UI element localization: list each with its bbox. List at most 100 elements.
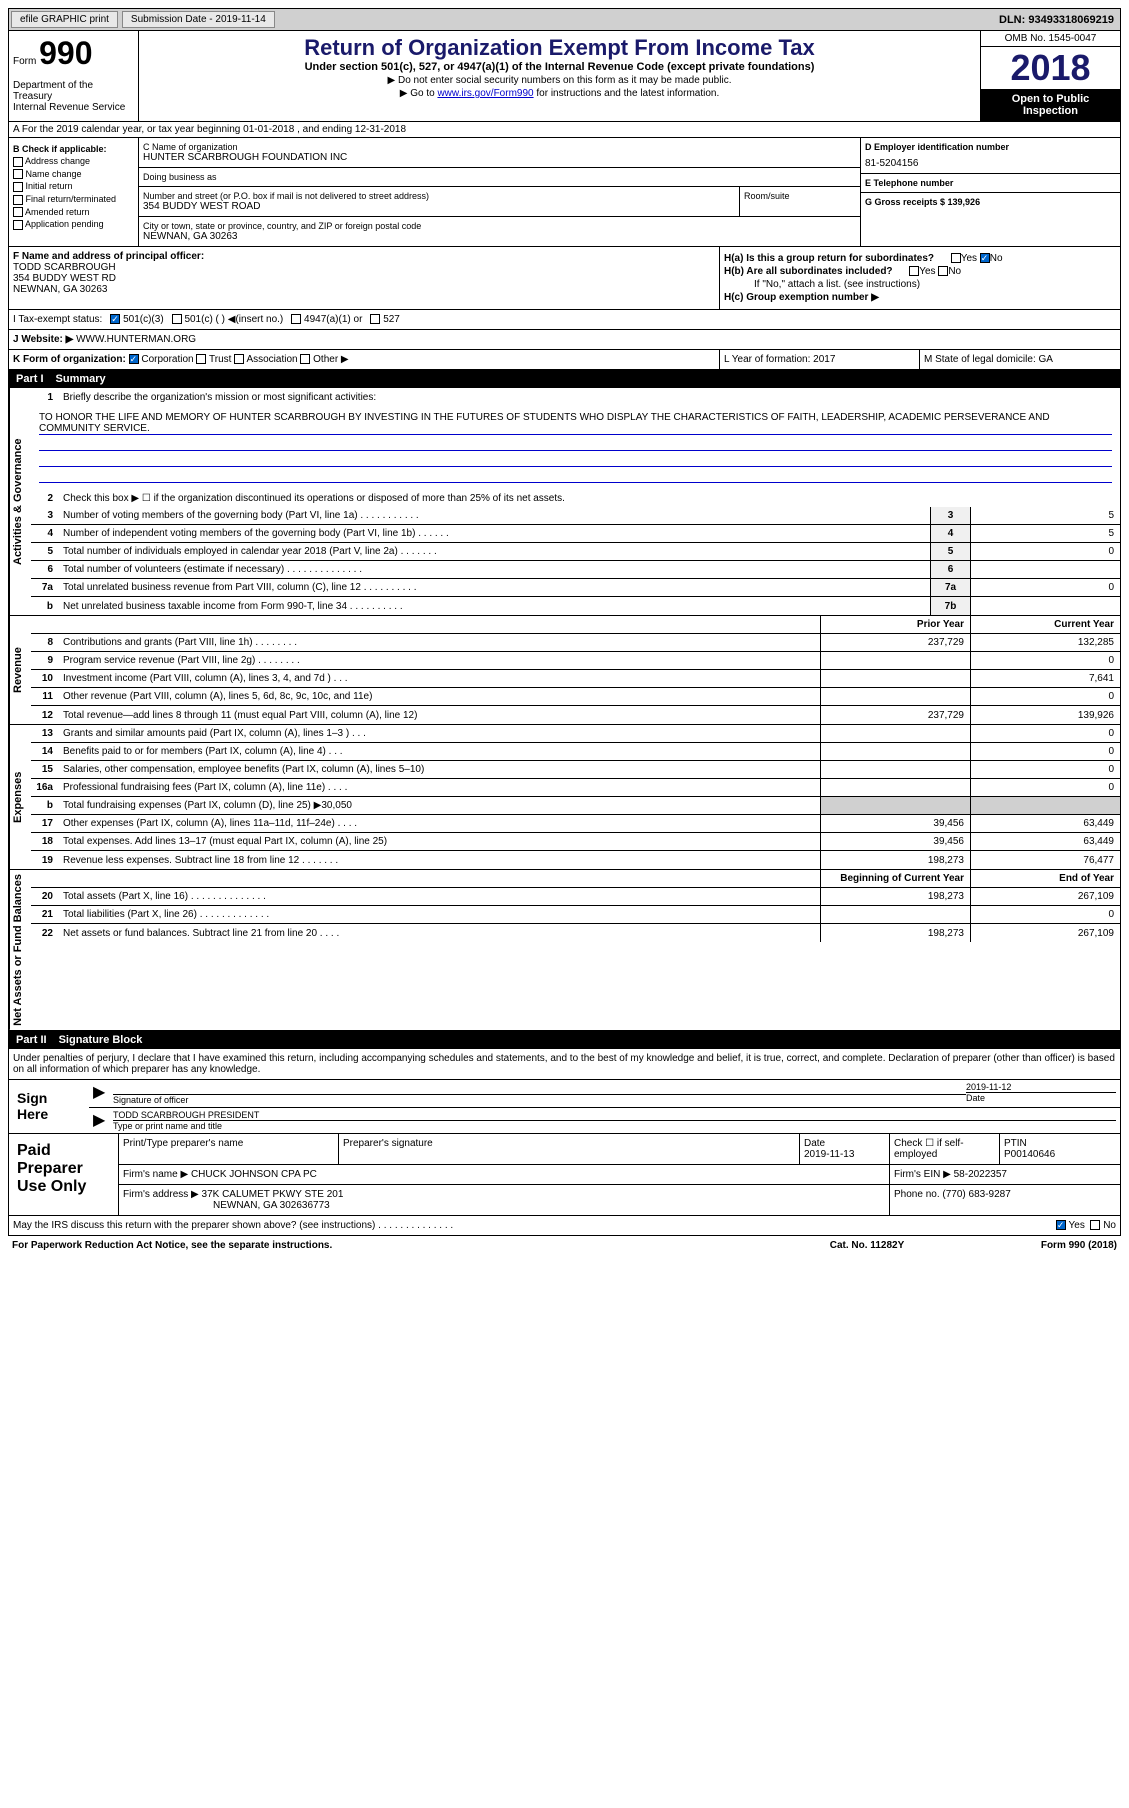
chk-pending[interactable]: Application pending (13, 219, 134, 230)
summary-line: bNet unrelated business taxable income f… (31, 597, 1120, 615)
org-name: HUNTER SCARBROUGH FOUNDATION INC (143, 152, 856, 163)
declaration-text: Under penalties of perjury, I declare th… (9, 1049, 1120, 1079)
summary-group: RevenuePrior YearCurrent Year8Contributi… (8, 616, 1121, 725)
summary-line: 18Total expenses. Add lines 13–17 (must … (31, 833, 1120, 851)
summary-line: 17Other expenses (Part IX, column (A), l… (31, 815, 1120, 833)
ein-label: D Employer identification number (865, 142, 1116, 152)
mission-text: TO HONOR THE LIFE AND MEMORY OF HUNTER S… (31, 406, 1120, 489)
hb-subordinates: H(b) Are all subordinates included? Yes … (724, 266, 1116, 277)
col-b-checkboxes: B Check if applicable: Address change Na… (9, 138, 139, 246)
cat-no: Cat. No. 11282Y (767, 1240, 967, 1251)
summary-line: 15Salaries, other compensation, employee… (31, 761, 1120, 779)
submission-btn: Submission Date - 2019-11-14 (122, 11, 275, 28)
chk-discuss-no[interactable]: No (1090, 1220, 1116, 1231)
summary-line: 20Total assets (Part X, line 16) . . . .… (31, 888, 1120, 906)
chk-4947[interactable]: 4947(a)(1) or (291, 314, 362, 325)
form-number: 990 (39, 35, 92, 71)
summary-line: 6Total number of volunteers (estimate if… (31, 561, 1120, 579)
firm-name: CHUCK JOHNSON CPA PC (191, 1169, 317, 1180)
prep-date: 2019-11-13 (804, 1149, 854, 1160)
summary-group: Activities & Governance1Briefly describe… (8, 388, 1121, 616)
sig-date: 2019-11-12 (966, 1082, 1116, 1092)
part1-header: Part I Summary (8, 370, 1121, 388)
arrow-icon: ▶ (93, 1110, 113, 1131)
summary-line: 10Investment income (Part VIII, column (… (31, 670, 1120, 688)
officer-addr1: 354 BUDDY WEST RD (13, 273, 715, 284)
website-url: WWW.HUNTERMAN.ORG (76, 334, 196, 345)
gross-receipts: G Gross receipts $ 139,926 (865, 197, 1116, 207)
chk-final[interactable]: Final return/terminated (13, 194, 134, 205)
main-title: Return of Organization Exempt From Incom… (143, 35, 976, 61)
summary-line: bTotal fundraising expenses (Part IX, co… (31, 797, 1120, 815)
summary-line: 11Other revenue (Part VIII, column (A), … (31, 688, 1120, 706)
chk-amended[interactable]: Amended return (13, 207, 134, 218)
summary-line: 3Number of voting members of the governi… (31, 507, 1120, 525)
officer-printed-name: TODD SCARBROUGH PRESIDENT (113, 1110, 1116, 1120)
open-public: Open to Public Inspection (981, 89, 1120, 121)
firm-addr: 37K CALUMET PKWY STE 201 (202, 1189, 344, 1200)
chk-addr-change[interactable]: Address change (13, 156, 134, 167)
officer-label: F Name and address of principal officer: (13, 251, 715, 262)
chk-501c3[interactable]: 501(c)(3) (110, 314, 163, 325)
efile-btn[interactable]: efile GRAPHIC print (11, 11, 118, 28)
prep-sig-label: Preparer's signature (339, 1134, 800, 1164)
note-ssn: ▶ Do not enter social security numbers o… (143, 75, 976, 86)
sign-here-label: Sign Here (9, 1080, 89, 1133)
summary-line: 19Revenue less expenses. Subtract line 1… (31, 851, 1120, 869)
org-name-label: C Name of organization (143, 142, 856, 152)
chk-trust[interactable]: Trust (196, 354, 231, 365)
summary-line: 8Contributions and grants (Part VIII, li… (31, 634, 1120, 652)
hb-note: If "No," attach a list. (see instruction… (724, 279, 1116, 290)
summary-line: 14Benefits paid to or for members (Part … (31, 743, 1120, 761)
dept-treasury: Department of the Treasury Internal Reve… (13, 80, 134, 113)
summary-line: 13Grants and similar amounts paid (Part … (31, 725, 1120, 743)
paperwork-notice: For Paperwork Reduction Act Notice, see … (12, 1240, 767, 1251)
chk-other[interactable]: Other ▶ (300, 354, 348, 365)
city-state-zip: NEWNAN, GA 30263 (143, 231, 856, 242)
sig-officer-label: Signature of officer (113, 1095, 188, 1105)
ein: 81-5204156 (865, 158, 1116, 169)
chk-assoc[interactable]: Association (234, 354, 297, 365)
arrow-icon: ▶ (93, 1082, 113, 1105)
firm-ein: 58-2022357 (954, 1169, 1007, 1180)
summary-line: 22Net assets or fund balances. Subtract … (31, 924, 1120, 942)
footer-final: For Paperwork Reduction Act Notice, see … (8, 1236, 1121, 1255)
section-bcd: B Check if applicable: Address change Na… (8, 138, 1121, 247)
group-label: Activities & Governance (9, 388, 31, 615)
officer-type-label: Type or print name and title (113, 1121, 222, 1131)
state-domicile: M State of legal domicile: GA (920, 350, 1120, 369)
paid-preparer-block: Paid Preparer Use Only Print/Type prepar… (8, 1134, 1121, 1216)
chk-name-change[interactable]: Name change (13, 169, 134, 180)
group-label: Net Assets or Fund Balances (9, 870, 31, 1030)
room-label: Room/suite (744, 191, 856, 201)
year-formation: L Year of formation: 2017 (720, 350, 920, 369)
ptin: P00140646 (1004, 1149, 1055, 1160)
chk-initial[interactable]: Initial return (13, 181, 134, 192)
summary-group: Expenses13Grants and similar amounts pai… (8, 725, 1121, 870)
row-a-taxyear: A For the 2019 calendar year, or tax yea… (8, 122, 1121, 138)
summary-line: 7aTotal unrelated business revenue from … (31, 579, 1120, 597)
form-label: Form (13, 56, 36, 67)
summary-line: 9Program service revenue (Part VIII, lin… (31, 652, 1120, 670)
addr-label: Number and street (or P.O. box if mail i… (143, 191, 735, 201)
group-label: Revenue (9, 616, 31, 724)
group-label: Expenses (9, 725, 31, 869)
officer-name: TODD SCARBROUGH (13, 262, 715, 273)
officer-addr2: NEWNAN, GA 30263 (13, 284, 715, 295)
signature-block: Under penalties of perjury, I declare th… (8, 1049, 1121, 1134)
hc-group-exemption: H(c) Group exemption number ▶ (724, 292, 1116, 303)
street-addr: 354 BUDDY WEST ROAD (143, 201, 735, 212)
discuss-row: May the IRS discuss this return with the… (8, 1216, 1121, 1236)
paid-prep-label: Paid Preparer Use Only (9, 1134, 119, 1215)
tax-year: 2018 (981, 47, 1120, 89)
chk-discuss-yes[interactable]: Yes (1056, 1220, 1085, 1231)
chk-527[interactable]: 527 (370, 314, 399, 325)
phone-label: E Telephone number (865, 178, 1116, 188)
prep-name-label: Print/Type preparer's name (119, 1134, 339, 1164)
omb-no: OMB No. 1545-0047 (981, 31, 1120, 47)
top-bar: efile GRAPHIC print Submission Date - 20… (8, 8, 1121, 31)
chk-501c[interactable]: 501(c) ( ) ◀(insert no.) (172, 314, 284, 325)
chk-corp[interactable]: Corporation (129, 354, 194, 365)
irs-link[interactable]: www.irs.gov/Form990 (437, 88, 533, 99)
sig-date-label: Date (966, 1093, 985, 1103)
